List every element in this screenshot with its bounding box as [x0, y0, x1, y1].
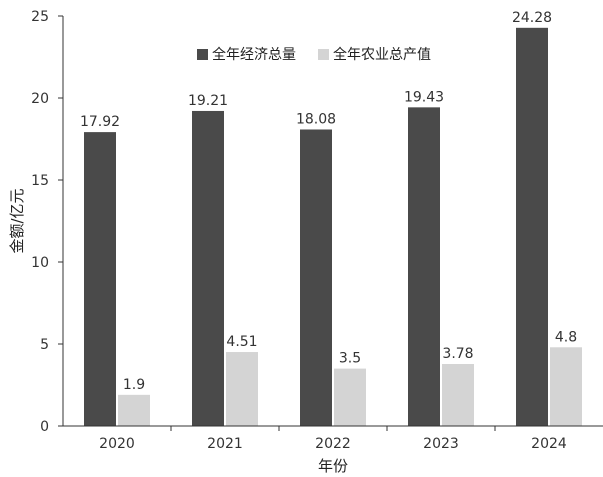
bar-economy [192, 110, 224, 427]
bar-economy [516, 27, 548, 426]
x-tick-label: 2023 [423, 436, 459, 452]
bar-economy [300, 129, 332, 426]
y-tick-label: 20 [31, 91, 49, 107]
legend-label: 全年经济总量 [212, 46, 296, 63]
data-label: 19.21 [188, 93, 228, 109]
data-label: 1.9 [123, 377, 145, 393]
data-label: 18.08 [296, 111, 336, 127]
x-axis-ticks: 2020 2021 2022 2023 2024 [99, 426, 567, 452]
y-axis-title: 金额/亿元 [8, 188, 26, 253]
y-tick-label: 5 [40, 337, 49, 353]
x-axis-title: 年份 [318, 457, 348, 475]
legend-swatch [197, 49, 208, 60]
legend-label: 全年农业总产值 [333, 46, 431, 63]
data-labels: 17.92 1.9 19.21 4.51 18.08 3.5 19.43 3.78 24.28 4… [80, 10, 577, 393]
y-tick-label: 10 [31, 255, 49, 271]
bar-economy [408, 107, 440, 427]
bar-agriculture [550, 347, 582, 426]
y-axis-ticks: 0 5 10 15 20 25 [31, 9, 63, 435]
y-tick-label: 0 [40, 419, 49, 435]
y-tick-label: 25 [31, 9, 49, 25]
data-label: 3.78 [442, 346, 473, 362]
legend: 全年经济总量 全年农业总产值 [197, 46, 431, 63]
y-tick-label: 15 [31, 173, 49, 189]
legend-swatch [318, 49, 329, 60]
x-tick-label: 2022 [315, 436, 351, 452]
data-label: 19.43 [404, 89, 444, 105]
data-label: 3.5 [339, 351, 361, 367]
bar-agriculture [334, 368, 366, 426]
bar-agriculture [118, 394, 150, 426]
data-label: 4.8 [555, 329, 577, 345]
bar-agriculture [226, 352, 258, 426]
data-label: 17.92 [80, 114, 120, 130]
bar-agriculture [442, 364, 474, 426]
data-label: 24.28 [512, 10, 552, 26]
x-tick-label: 2021 [207, 436, 243, 452]
x-tick-label: 2024 [531, 436, 567, 452]
data-label: 4.51 [226, 334, 257, 350]
bars [84, 27, 582, 427]
bar-economy [84, 132, 116, 426]
x-tick-label: 2020 [99, 436, 135, 452]
